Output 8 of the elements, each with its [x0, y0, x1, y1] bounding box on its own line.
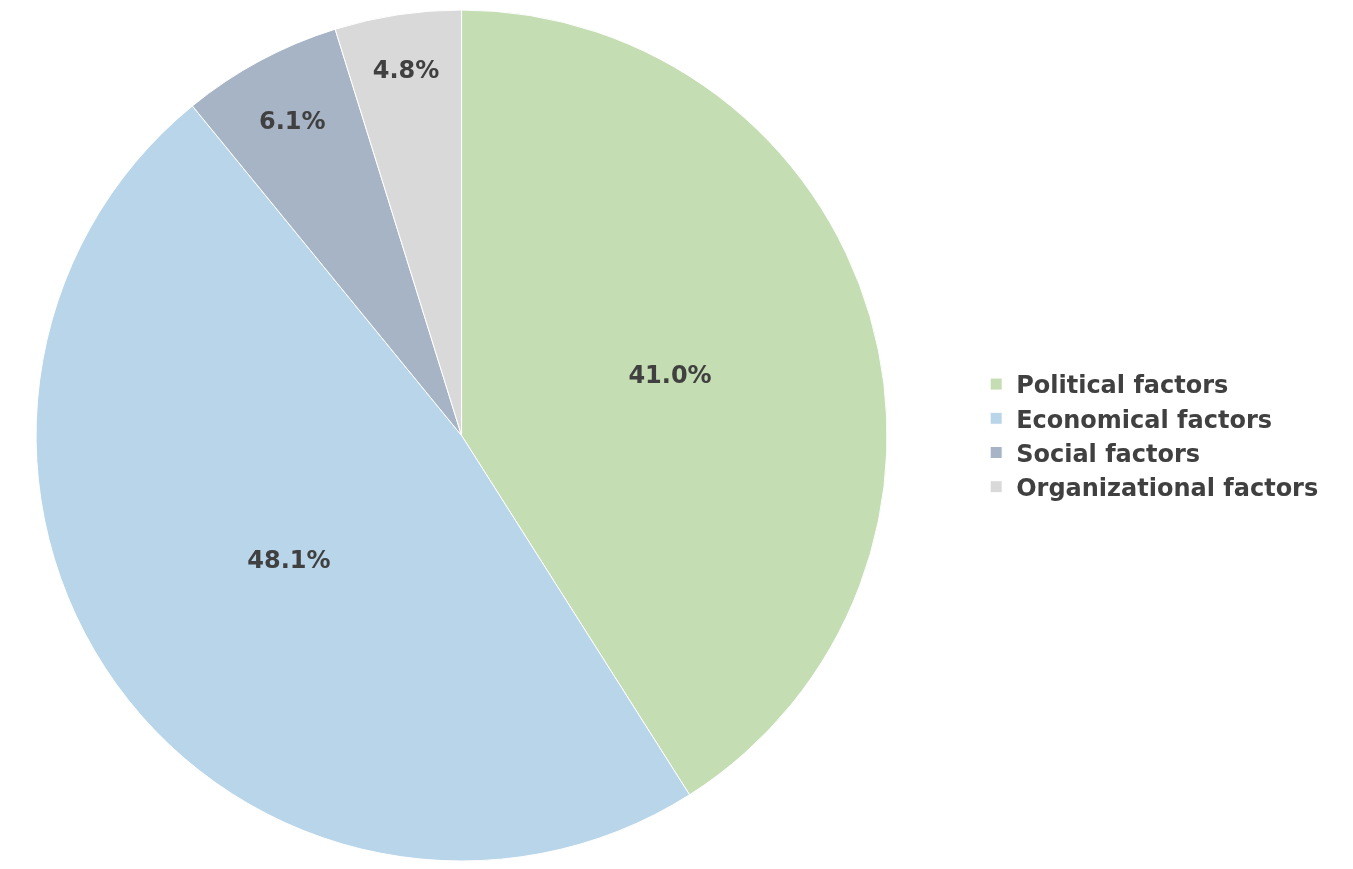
legend-label: Political factors — [1016, 371, 1229, 400]
legend-label: Organizational factors — [1016, 474, 1319, 503]
data-label: 4.8% — [372, 55, 440, 84]
data-label: 41.0% — [628, 360, 712, 389]
data-label: 48.1% — [247, 546, 331, 575]
data-label: 6.1% — [259, 106, 326, 135]
legend-label: Economical factors — [1016, 405, 1273, 434]
legend-label: Social factors — [1016, 439, 1201, 468]
